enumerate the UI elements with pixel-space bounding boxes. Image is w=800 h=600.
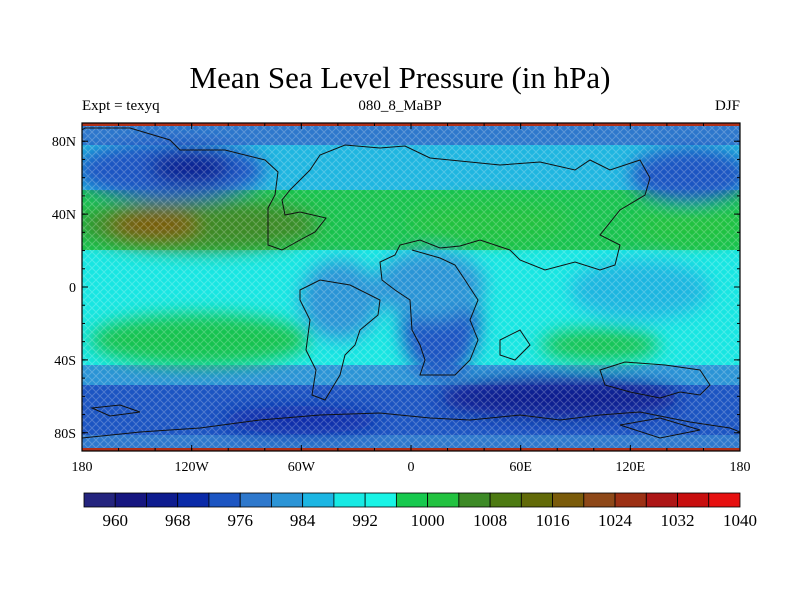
pressure-field xyxy=(82,123,740,451)
experiment-label: Expt = texyq xyxy=(82,98,160,114)
colorbar-swatch xyxy=(83,492,116,508)
colorbar-label: 968 xyxy=(165,511,191,530)
period-label: 080_8_MaBP xyxy=(358,98,442,114)
lon-tick-label: 180 xyxy=(730,460,751,475)
lat-tick-label: 80N xyxy=(52,135,76,150)
lon-tick-label: 180 xyxy=(72,460,93,475)
colorbar-label: 1016 xyxy=(536,511,570,530)
lat-tick-label: 40S xyxy=(54,354,76,369)
colorbar-label: 1032 xyxy=(661,511,695,530)
colorbar-label: 976 xyxy=(227,511,253,530)
colorbar-swatch xyxy=(239,492,272,508)
lon-tick-label: 60W xyxy=(288,460,316,475)
colorbar-swatch xyxy=(645,492,678,508)
colorbar-swatch xyxy=(489,492,522,508)
colorbar-swatch xyxy=(458,492,491,508)
lon-tick-label: 0 xyxy=(408,460,415,475)
colorbar-swatch xyxy=(583,492,616,508)
lon-tick-label: 60E xyxy=(509,460,532,475)
colorbar-swatch xyxy=(708,492,741,508)
colorbar-swatch xyxy=(208,492,241,508)
map-title: Mean Sea Level Pressure (in hPa) xyxy=(189,60,611,95)
lat-tick-label: 40N xyxy=(52,208,76,223)
colorbar-swatch xyxy=(364,492,397,508)
axis-ticks: 80N 40N 0 40S 80S 180 120W 60W 0 60E 120E 180 xyxy=(52,122,751,475)
colorbar-label: 1008 xyxy=(473,511,507,530)
colorbar-swatch xyxy=(177,492,210,508)
season-label: DJF xyxy=(714,98,740,114)
colorbar-swatch xyxy=(271,492,304,508)
colorbar: 960 968 976 984 992 1000 1008 1016 1024 1032 1040 xyxy=(83,492,757,530)
lon-tick-label: 120W xyxy=(175,460,210,475)
colorbar-swatch xyxy=(114,492,147,508)
colorbar-swatch xyxy=(302,492,335,508)
colorbar-label: 984 xyxy=(290,511,316,530)
colorbar-label: 960 xyxy=(102,511,128,530)
colorbar-swatch xyxy=(614,492,647,508)
colorbar-swatch xyxy=(427,492,460,508)
colorbar-swatch xyxy=(552,492,585,508)
lat-tick-label: 0 xyxy=(69,281,76,296)
colorbar-label: 992 xyxy=(352,511,378,530)
colorbar-swatch xyxy=(395,492,429,508)
colorbar-label: 1040 xyxy=(723,511,757,530)
colorbar-label: 1024 xyxy=(598,511,633,530)
colorbar-label: 1000 xyxy=(411,511,445,530)
colorbar-swatch xyxy=(333,492,366,508)
lat-tick-label: 80S xyxy=(54,427,76,442)
colorbar-swatch xyxy=(677,492,710,508)
colorbar-swatch xyxy=(146,492,179,508)
lon-tick-label: 120E xyxy=(616,460,646,475)
colorbar-swatch xyxy=(520,492,553,508)
